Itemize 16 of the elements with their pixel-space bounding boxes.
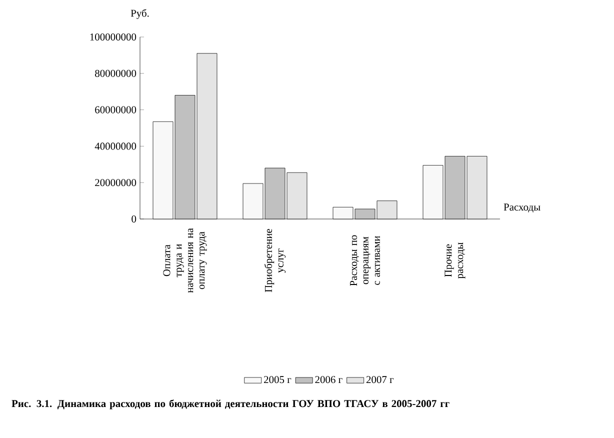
legend-label: 2006 г	[315, 376, 342, 384]
y-axis-title: Руб.	[130, 9, 149, 19]
y-tick-label: 60000000	[95, 106, 136, 114]
x-tick-label: Прочие расходы	[444, 242, 466, 279]
x-tick-label: Оплата труда и начисления на оплату труда	[163, 228, 207, 293]
x-tick-label: Приобретение услуг	[264, 228, 286, 292]
x-tick-label: Расходы по операциям с активами	[350, 235, 380, 286]
y-tick-label: 100000000	[90, 33, 136, 41]
y-tick-label: 0	[132, 215, 136, 223]
text: Рис. 3.1. Динамика расходов по бюджетной деятельности ГОУ ВПО ТГАСУ в 2005-2007 гг	[12, 400, 450, 410]
y-tick-label: 20000000	[95, 179, 136, 186]
legend-label: 2005 г	[264, 376, 292, 384]
y-tick-label: 80000000	[95, 70, 136, 77]
legend-label: 2007 г	[366, 376, 394, 384]
x-axis-title: Расходы	[504, 204, 540, 213]
y-tick-label: 40000000	[94, 142, 136, 150]
